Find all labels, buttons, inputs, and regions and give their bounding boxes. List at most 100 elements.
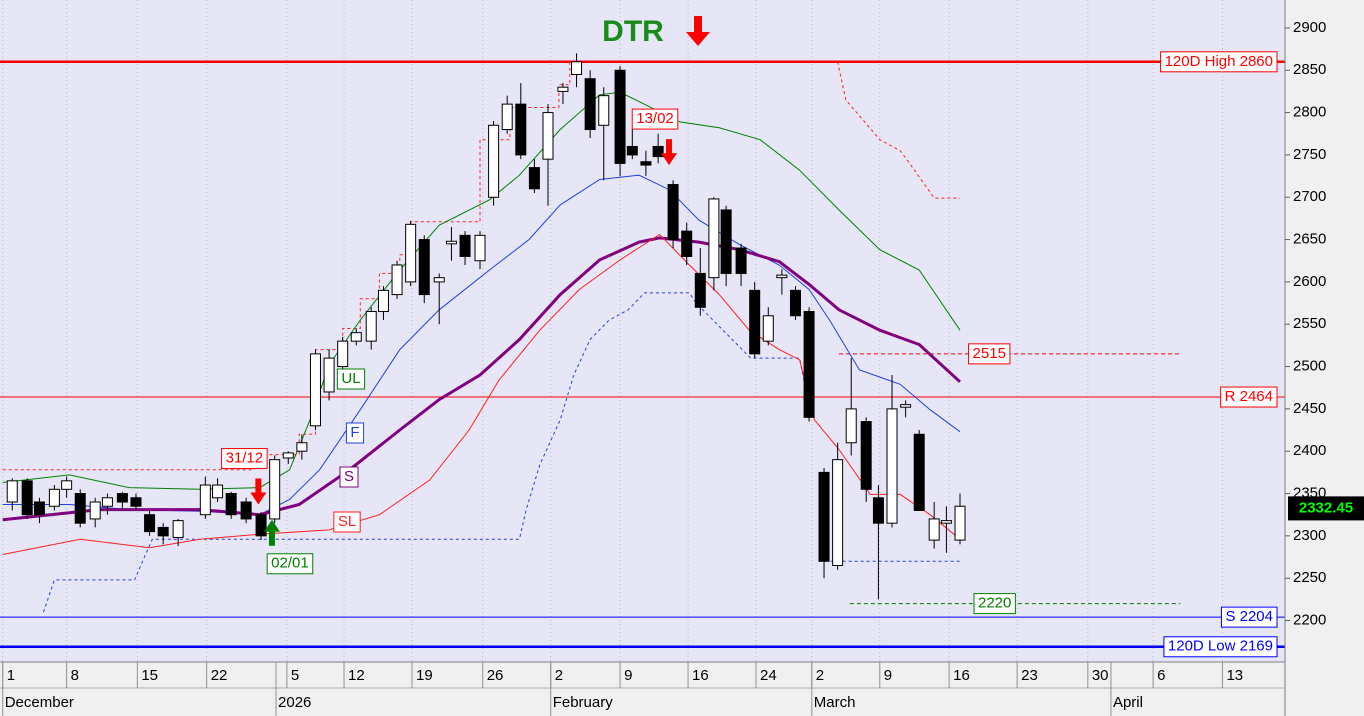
dashed-level-label-box (968, 343, 1011, 365)
candle-body (940, 520, 952, 524)
candle-body (735, 247, 747, 274)
y-tick-label: 2300 (1293, 527, 1326, 544)
candle-body (640, 161, 652, 166)
level-label: S 2204 (1225, 608, 1273, 625)
y-tick-label: 2500 (1293, 358, 1326, 375)
annotation-arrow (263, 519, 280, 546)
y-tick-label: 2400 (1293, 442, 1326, 459)
y-tick-label: 2650 (1293, 231, 1326, 248)
x-tick-label: 9 (624, 667, 632, 684)
candle-body (405, 223, 417, 283)
candle-body (900, 404, 912, 408)
candle-body (391, 264, 403, 296)
x-tick-label: 26 (487, 667, 504, 684)
candle-body (33, 501, 45, 516)
last-price: 2332.45 (1299, 499, 1353, 516)
candle-body (832, 459, 844, 566)
month-label: December (5, 694, 74, 711)
x-tick-label: 8 (71, 667, 79, 684)
x-tick-label: 19 (416, 667, 433, 684)
candle-body (459, 234, 471, 258)
month-label: April (1113, 694, 1143, 711)
candle-body (101, 497, 113, 507)
candle-body (309, 353, 321, 427)
candle-body (652, 145, 664, 158)
axes: 1 8 15 22 5 12 19 26 2 9 16 24 2 9 16 23 30 6 13 December 20… (2, 19, 1364, 716)
dashed-level-label: 2220 (978, 595, 1011, 612)
plot-area (0, 0, 1285, 662)
month-label: 2026 (278, 694, 311, 711)
dashed-level-label-box (973, 593, 1016, 615)
candle-body (74, 493, 86, 524)
y-tick-label: 2800 (1293, 104, 1326, 121)
x-tick-label: 6 (1157, 667, 1165, 684)
series-label: S (344, 468, 354, 485)
level-label-box (1163, 636, 1278, 658)
dashed-level-label: 2515 (973, 345, 1006, 362)
series-label: F (350, 424, 359, 441)
candle-body (571, 61, 583, 75)
y-tick-label: 2850 (1293, 61, 1326, 78)
candle-body (433, 277, 445, 283)
candle-body (296, 442, 308, 452)
x-tick-label: 5 (291, 667, 299, 684)
series-label: SL (338, 513, 356, 530)
candle-body (776, 274, 788, 279)
candle-body (89, 501, 101, 520)
candle-body (212, 484, 224, 499)
x-tick-label: 2 (555, 667, 563, 684)
candle-body (172, 520, 184, 539)
candle-body (626, 145, 638, 156)
x-tick-label: 9 (884, 667, 892, 684)
candle-body (144, 514, 156, 533)
series-label: UL (341, 370, 360, 387)
labels: DTR 120D High 2860 R 2464 S 2204 120D Low 2… (221, 15, 1278, 658)
annotation-arrow (250, 478, 267, 505)
x-tick-label: 23 (1021, 667, 1038, 684)
x-tick-label: 30 (1092, 667, 1109, 684)
candle-body (789, 289, 801, 317)
candle-body (845, 408, 857, 444)
annotation-label: 31/12 (226, 450, 264, 467)
last-price-box (1288, 496, 1364, 521)
y-tick-label: 2600 (1293, 273, 1326, 290)
x-tick-label: 22 (211, 667, 228, 684)
x-tick-label: 13 (1226, 667, 1243, 684)
candle-body (749, 289, 761, 355)
candle-body (694, 272, 706, 308)
y-tick-label: 2450 (1293, 400, 1326, 417)
series-label-box (339, 466, 359, 488)
candle-body (762, 315, 774, 342)
candle-body (886, 408, 898, 524)
candle-body (720, 209, 732, 274)
candle-body (323, 357, 335, 393)
candle-body (928, 518, 940, 541)
candle-body (282, 452, 294, 459)
level-label-box (1220, 386, 1278, 408)
candle-body (708, 198, 720, 279)
y-tick-label: 2250 (1293, 569, 1326, 586)
candle-body (528, 167, 540, 190)
candle-body (365, 311, 377, 342)
x-tick-label: 1 (7, 667, 15, 684)
candle-body (199, 484, 211, 516)
y-tick-label: 2700 (1293, 188, 1326, 205)
x-tick-label: 2 (816, 667, 824, 684)
candle-body (557, 86, 569, 92)
candle-body (501, 103, 513, 131)
candle-body (860, 421, 872, 490)
candle-body (954, 505, 966, 541)
y-tick-label: 2900 (1293, 19, 1326, 36)
y-tick-label: 2200 (1293, 611, 1326, 628)
candle-body (515, 103, 527, 156)
annotation-label-box (221, 448, 268, 470)
title-arrow (686, 16, 710, 46)
level-label: R 2464 (1225, 388, 1273, 405)
candle-body (48, 488, 60, 507)
y-tick-label: 2750 (1293, 146, 1326, 163)
candle-body (240, 501, 252, 520)
candle-body (584, 78, 596, 131)
annotation-label-box (266, 553, 314, 575)
candle-body (913, 433, 925, 511)
